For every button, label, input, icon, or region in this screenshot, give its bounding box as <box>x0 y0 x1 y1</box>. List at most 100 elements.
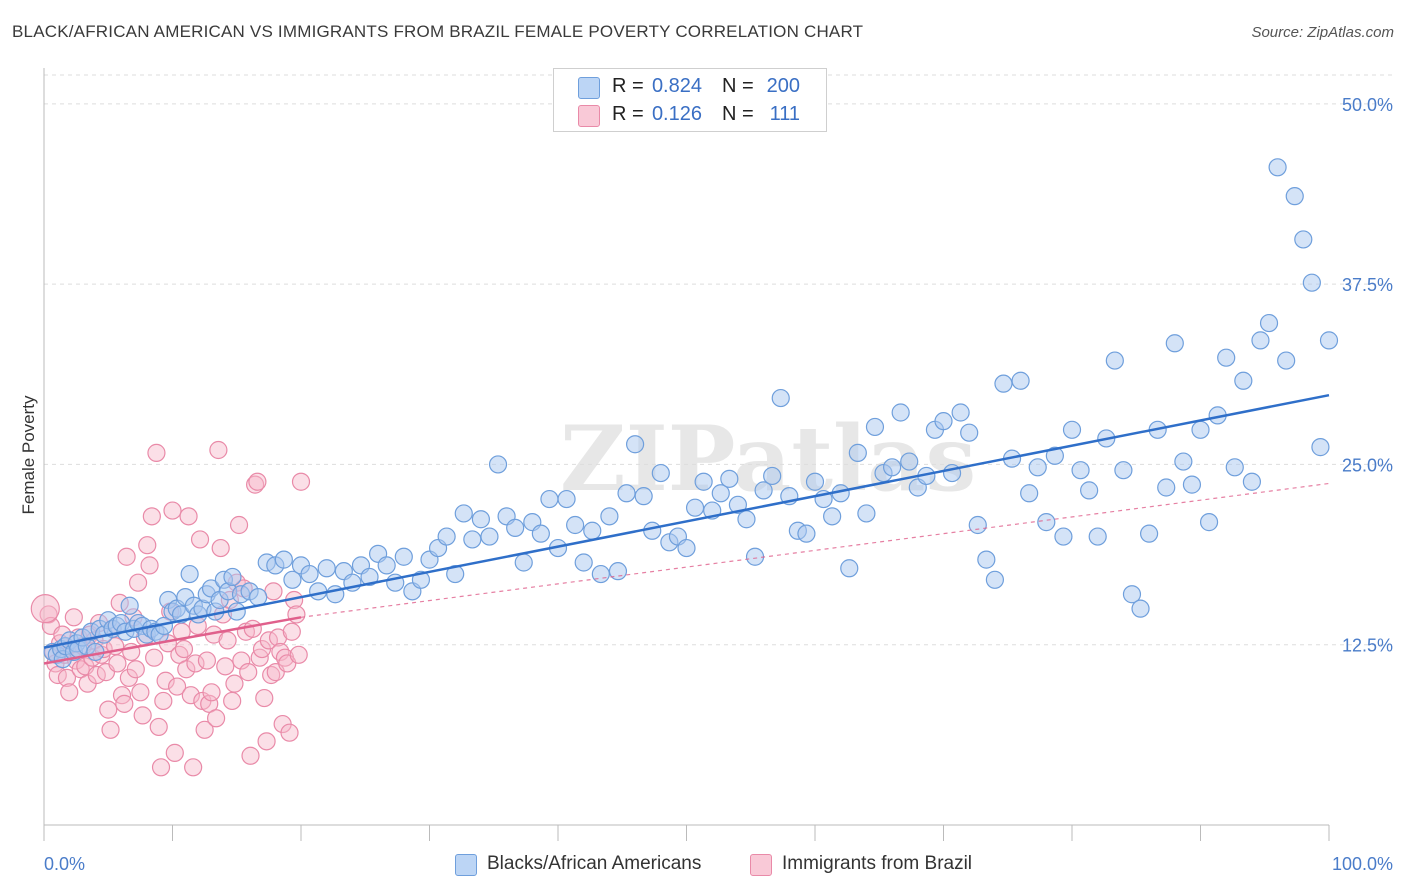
data-point-blacks <box>1294 230 1313 249</box>
data-point-blacks <box>540 489 559 509</box>
data-point-brazil <box>239 663 258 682</box>
data-point-blacks <box>1071 461 1090 480</box>
y-tick-label: 25.0% <box>1342 455 1393 475</box>
data-point-brazil <box>181 686 200 705</box>
data-point-blacks <box>360 567 379 587</box>
series-blacks-points <box>43 158 1339 669</box>
data-point-brazil <box>257 732 276 751</box>
data-point-brazil <box>64 608 83 627</box>
data-point-blacks <box>1277 351 1296 370</box>
data-point-brazil <box>268 628 288 647</box>
data-point-blacks <box>180 564 199 584</box>
data-point-blacks <box>1302 273 1321 292</box>
trend-line-brazil <box>43 616 302 665</box>
legend-row-blacks: R = 0.824 N = 200 <box>554 73 826 101</box>
data-point-brazil <box>128 573 148 592</box>
data-point-blacks <box>463 530 482 549</box>
n-value: 111 <box>769 103 800 125</box>
y-tick-label: 12.5% <box>1342 636 1393 656</box>
data-point-brazil <box>282 622 301 641</box>
data-point-blacks <box>223 567 242 587</box>
data-point-brazil <box>167 677 187 696</box>
data-point-blacks <box>249 588 268 607</box>
data-point-brazil <box>101 720 120 739</box>
data-point-blacks <box>377 556 396 575</box>
n-value: 200 <box>766 75 800 97</box>
series-legend: Blacks/African Americans Immigrants from… <box>0 852 1406 878</box>
data-point-blacks <box>1062 420 1082 439</box>
data-point-blacks <box>643 521 662 540</box>
data-point-blacks <box>977 550 996 569</box>
data-point-brazil <box>248 472 267 491</box>
blue-swatch <box>578 77 600 99</box>
y-axis-label: Female Poverty <box>19 395 38 515</box>
data-point-blacks <box>514 553 533 572</box>
data-point-brazil <box>163 501 182 520</box>
data-point-blacks <box>274 550 293 569</box>
data-point-blacks <box>1080 481 1099 500</box>
data-point-brazil <box>154 691 173 711</box>
data-point-blacks <box>1174 452 1193 471</box>
data-point-blacks <box>557 489 576 509</box>
data-point-blacks <box>1054 527 1073 546</box>
data-point-blacks <box>1191 420 1210 439</box>
r-label: R = <box>612 103 644 125</box>
data-point-brazil <box>211 538 230 558</box>
data-point-blacks <box>857 504 876 523</box>
data-point-brazil <box>133 706 152 725</box>
data-point-blacks <box>934 412 953 431</box>
data-point-brazil <box>30 594 60 624</box>
data-point-brazil <box>280 723 299 742</box>
data-point-blacks <box>1122 585 1142 604</box>
data-point-blacks <box>1105 351 1124 370</box>
data-point-blacks <box>651 463 670 483</box>
data-point-blacks <box>848 443 867 462</box>
correlation-legend: R = 0.824 N = 200 R = 0.126 N = 111 <box>553 68 827 132</box>
data-point-blacks <box>951 403 970 422</box>
data-point-blacks <box>1028 458 1047 477</box>
data-point-blacks <box>745 547 765 566</box>
data-point-brazil <box>149 717 168 737</box>
data-point-blacks <box>1139 524 1159 543</box>
data-point-blacks <box>823 507 842 526</box>
data-point-brazil <box>206 709 226 728</box>
data-point-blacks <box>1259 313 1279 333</box>
data-point-brazil <box>60 683 79 702</box>
data-point-brazil <box>264 582 283 601</box>
data-point-blacks <box>1217 348 1236 367</box>
data-point-blacks <box>985 570 1005 589</box>
data-point-brazil <box>151 758 171 777</box>
data-point-blacks <box>394 547 413 566</box>
x-tick-label: 100.0% <box>1332 854 1393 874</box>
n-label: N = <box>722 75 754 97</box>
n-label: N = <box>722 103 754 125</box>
data-point-blacks <box>454 504 473 523</box>
data-point-brazil <box>131 683 150 702</box>
data-point-blacks <box>1045 446 1064 465</box>
data-point-brazil <box>223 691 242 711</box>
data-point-brazil <box>232 651 251 670</box>
data-point-blacks <box>1114 461 1133 480</box>
data-point-blacks <box>1182 475 1202 494</box>
data-point-blacks <box>728 495 748 514</box>
data-point-brazil <box>126 660 145 679</box>
data-point-blacks <box>488 455 508 474</box>
r-value: 0.824 <box>651 75 702 97</box>
data-point-blacks <box>694 472 713 491</box>
data-point-blacks <box>1020 484 1039 503</box>
data-point-blacks <box>1234 371 1253 390</box>
data-point-blacks <box>1088 527 1107 546</box>
data-point-blacks <box>1268 158 1287 177</box>
data-point-blacks <box>625 435 645 454</box>
data-point-brazil <box>218 631 237 650</box>
data-point-brazil <box>140 556 159 575</box>
data-point-blacks <box>960 423 979 442</box>
data-point-brazil <box>241 746 260 765</box>
data-point-brazil <box>255 688 274 708</box>
data-point-blacks <box>891 403 910 422</box>
data-point-blacks <box>120 596 139 615</box>
data-point-blacks <box>685 498 705 517</box>
data-point-blacks <box>994 374 1013 393</box>
data-point-blacks <box>600 507 619 526</box>
